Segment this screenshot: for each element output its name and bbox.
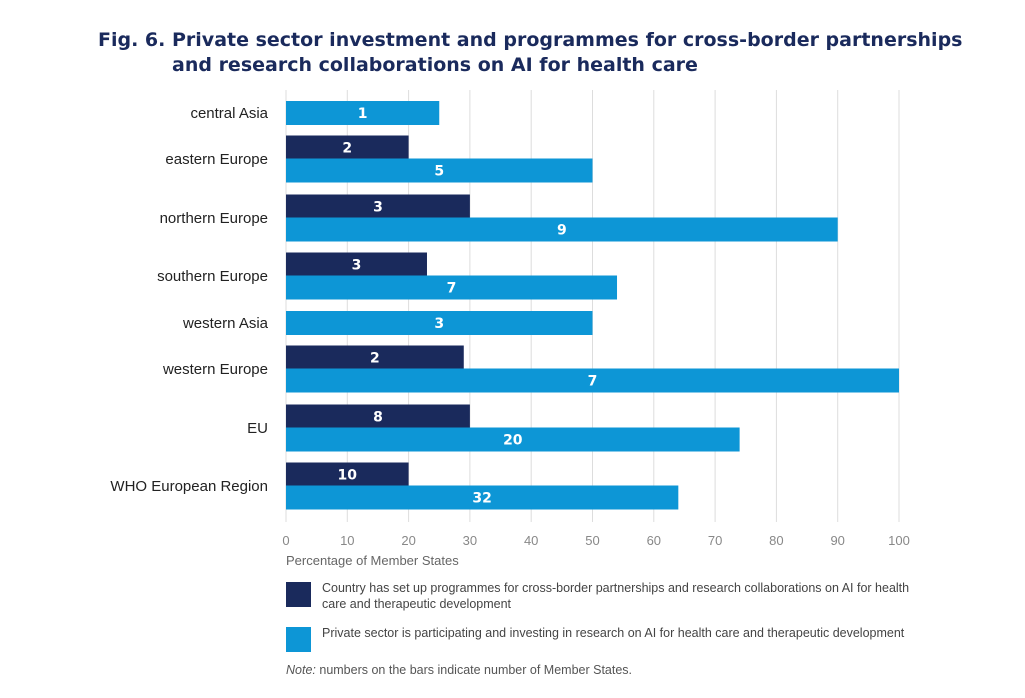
x-tick-label: 70 — [708, 533, 722, 548]
bar-private-sector — [286, 275, 618, 300]
bar-programmes — [286, 252, 427, 277]
x-tick-label: 90 — [830, 533, 844, 548]
bar-data-label: 2 — [370, 351, 380, 367]
note-prefix: Note: — [286, 663, 316, 677]
bar-data-label: 7 — [588, 374, 598, 390]
bar-programmes — [286, 194, 470, 219]
bar-private-sector — [286, 217, 838, 242]
bar-programmes — [286, 345, 464, 370]
x-tick-labels: 0 10 20 30 40 50 60 70 80 90 100 — [282, 533, 909, 548]
bar-data-label: 3 — [352, 258, 362, 274]
category-label: WHO European Region — [110, 478, 268, 495]
bar-programmes — [286, 462, 409, 487]
note-text: numbers on the bars indicate number of M… — [315, 663, 633, 677]
x-tick-label: 0 — [282, 533, 289, 548]
category-label: central Asia — [190, 105, 268, 122]
category-label: EU — [247, 420, 268, 437]
category-labels: central Asia eastern Europe northern Europ… — [110, 105, 268, 495]
x-tick-label: 80 — [769, 533, 783, 548]
bar-data-label: 2 — [342, 141, 352, 157]
bar-private-sector — [286, 368, 899, 393]
x-tick-label: 50 — [585, 533, 599, 548]
bar-data-label: 3 — [434, 316, 444, 332]
x-axis-label: Percentage of Member States — [286, 553, 459, 568]
figure-number: Fig. 6. — [98, 29, 166, 51]
figure-title-text: Private sector investment and programmes… — [172, 29, 963, 76]
legend-swatch-light — [286, 627, 311, 652]
bar-programmes — [286, 135, 409, 160]
x-tick-label: 100 — [888, 533, 910, 548]
bar-private-sector — [286, 158, 593, 183]
bar-data-label: 8 — [373, 410, 383, 426]
bar-data-label: 20 — [503, 433, 523, 449]
category-label: southern Europe — [157, 268, 268, 285]
category-label: northern Europe — [160, 210, 268, 227]
bar-private-sector — [286, 427, 740, 452]
bar-private-sector — [286, 101, 440, 125]
legend-swatch-dark — [286, 582, 311, 607]
bar-private-sector — [286, 311, 593, 335]
bar-data-label: 7 — [447, 281, 457, 297]
x-tick-label: 30 — [463, 533, 477, 548]
x-tick-label: 10 — [340, 533, 354, 548]
bar-data-label: 1 — [358, 106, 368, 122]
bar-data-label: 32 — [472, 491, 491, 507]
category-label: western Asia — [182, 315, 269, 332]
bar-programmes — [286, 404, 470, 429]
figure-title: Fig. 6. Private sector investment and pr… — [98, 28, 978, 78]
category-label: western Europe — [162, 361, 268, 378]
x-tick-label: 20 — [401, 533, 415, 548]
legend-label: Private sector is participating and inve… — [322, 626, 905, 640]
bar-data-label: 10 — [338, 468, 358, 484]
bar-data-label: 9 — [557, 223, 567, 239]
bar-data-label: 5 — [434, 164, 444, 180]
x-tick-label: 60 — [647, 533, 661, 548]
chart-note: Note: numbers on the bars indicate numbe… — [286, 663, 632, 677]
bar-data-label: 3 — [373, 200, 383, 216]
legend-label: Country has set up programmes for cross-… — [322, 581, 910, 611]
x-tick-label: 40 — [524, 533, 538, 548]
category-label: eastern Europe — [165, 151, 268, 168]
bar-private-sector — [286, 485, 679, 510]
